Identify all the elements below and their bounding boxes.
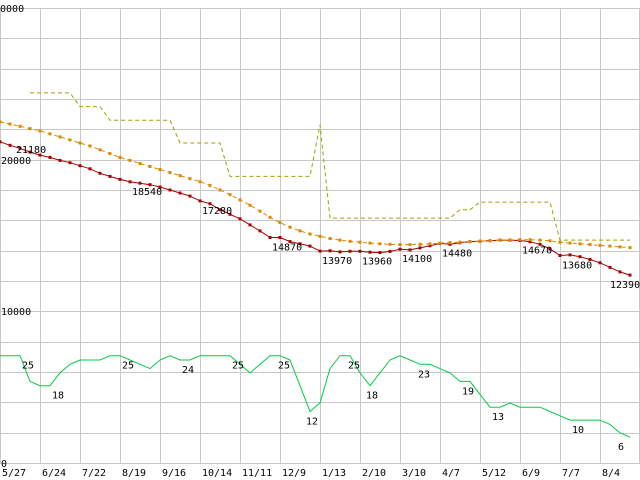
svg-text:12/9: 12/9 xyxy=(282,468,306,479)
svg-text:1/13: 1/13 xyxy=(322,468,346,479)
svg-text:18: 18 xyxy=(52,391,64,402)
svg-text:6: 6 xyxy=(618,442,624,453)
svg-text:5/27: 5/27 xyxy=(2,468,26,479)
y-axis-labels: 30000 20000 10000 0 xyxy=(0,4,31,470)
svg-text:12390: 12390 xyxy=(610,280,640,291)
svg-text:4/7: 4/7 xyxy=(442,468,460,479)
svg-text:14870: 14870 xyxy=(272,243,302,254)
svg-text:10: 10 xyxy=(572,425,584,436)
svg-text:10000: 10000 xyxy=(1,307,31,318)
svg-text:17280: 17280 xyxy=(202,206,232,217)
svg-text:23: 23 xyxy=(418,369,430,380)
svg-text:3/10: 3/10 xyxy=(402,468,426,479)
svg-text:2/10: 2/10 xyxy=(362,468,386,479)
svg-text:10/14: 10/14 xyxy=(202,468,232,479)
x-axis-labels: 5/27 6/24 7/22 8/19 9/16 10/14 11/11 12/9 1/13 2/… xyxy=(2,468,620,479)
svg-text:24: 24 xyxy=(182,365,194,376)
svg-text:6/24: 6/24 xyxy=(42,468,66,479)
svg-text:30000: 30000 xyxy=(0,4,24,15)
moving-average-series xyxy=(0,120,632,250)
svg-text:8/19: 8/19 xyxy=(122,468,146,479)
svg-text:25: 25 xyxy=(122,361,134,372)
svg-text:25: 25 xyxy=(348,361,360,372)
svg-text:12: 12 xyxy=(306,417,318,428)
svg-text:6/9: 6/9 xyxy=(522,468,540,479)
svg-text:5/12: 5/12 xyxy=(482,468,506,479)
svg-text:13960: 13960 xyxy=(362,256,392,267)
svg-text:14670: 14670 xyxy=(522,246,552,257)
svg-text:8/4: 8/4 xyxy=(602,468,620,479)
svg-text:7/7: 7/7 xyxy=(562,468,580,479)
svg-text:20000: 20000 xyxy=(1,156,31,167)
svg-text:25: 25 xyxy=(22,361,34,372)
svg-text:11/11: 11/11 xyxy=(242,468,272,479)
svg-text:18: 18 xyxy=(366,391,378,402)
svg-text:14100: 14100 xyxy=(402,254,432,265)
svg-text:13970: 13970 xyxy=(322,256,352,267)
svg-text:9/16: 9/16 xyxy=(162,468,186,479)
svg-text:14480: 14480 xyxy=(442,248,472,259)
svg-text:7/22: 7/22 xyxy=(82,468,106,479)
svg-text:25: 25 xyxy=(232,361,244,372)
svg-text:13: 13 xyxy=(492,412,504,423)
indicator-series xyxy=(0,355,631,438)
svg-text:0: 0 xyxy=(1,459,7,470)
upper-band-series xyxy=(30,92,630,241)
value-labels: 21180 18540 17280 14870 13970 13960 14100 14480… xyxy=(16,145,640,453)
svg-text:13680: 13680 xyxy=(562,261,592,272)
svg-text:18540: 18540 xyxy=(132,187,162,198)
svg-text:19: 19 xyxy=(462,386,474,397)
svg-text:21180: 21180 xyxy=(16,145,46,156)
svg-text:25: 25 xyxy=(278,361,290,372)
